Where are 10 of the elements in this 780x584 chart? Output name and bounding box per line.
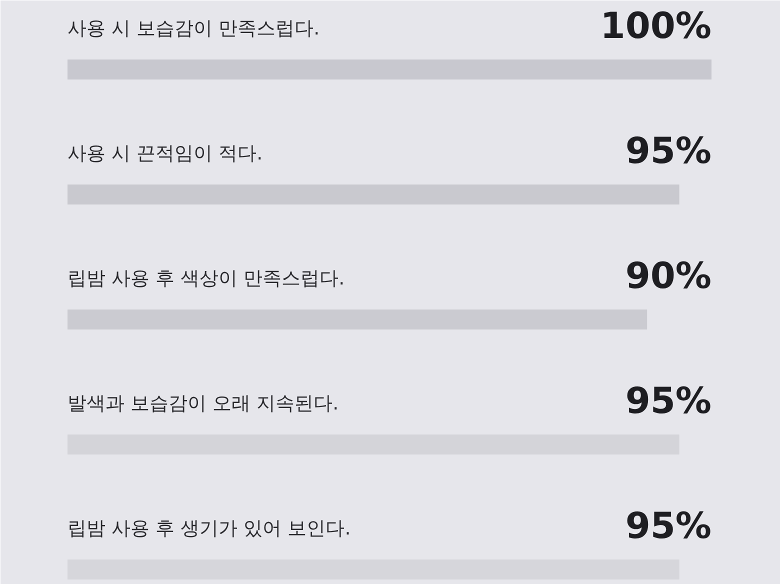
data-label: 100% [600, 6, 712, 47]
data-label: 90% [625, 256, 712, 297]
data-label: 95% [625, 131, 712, 172]
y-tick-label: 립밤 사용 후 생기가 있어 보인다. [68, 518, 351, 540]
y-tick-label: 사용 시 끈적임이 적다. [68, 142, 263, 164]
y-tick-label: 발색과 보습감이 오래 지속된다. [68, 392, 339, 414]
y-tick-label: 사용 시 보습감이 만족스럽다. [68, 18, 320, 40]
data-label: 95% [625, 381, 712, 422]
y-tick-label: 립밤 사용 후 색상이 만족스럽다. [68, 268, 345, 290]
data-label: 95% [625, 506, 712, 547]
